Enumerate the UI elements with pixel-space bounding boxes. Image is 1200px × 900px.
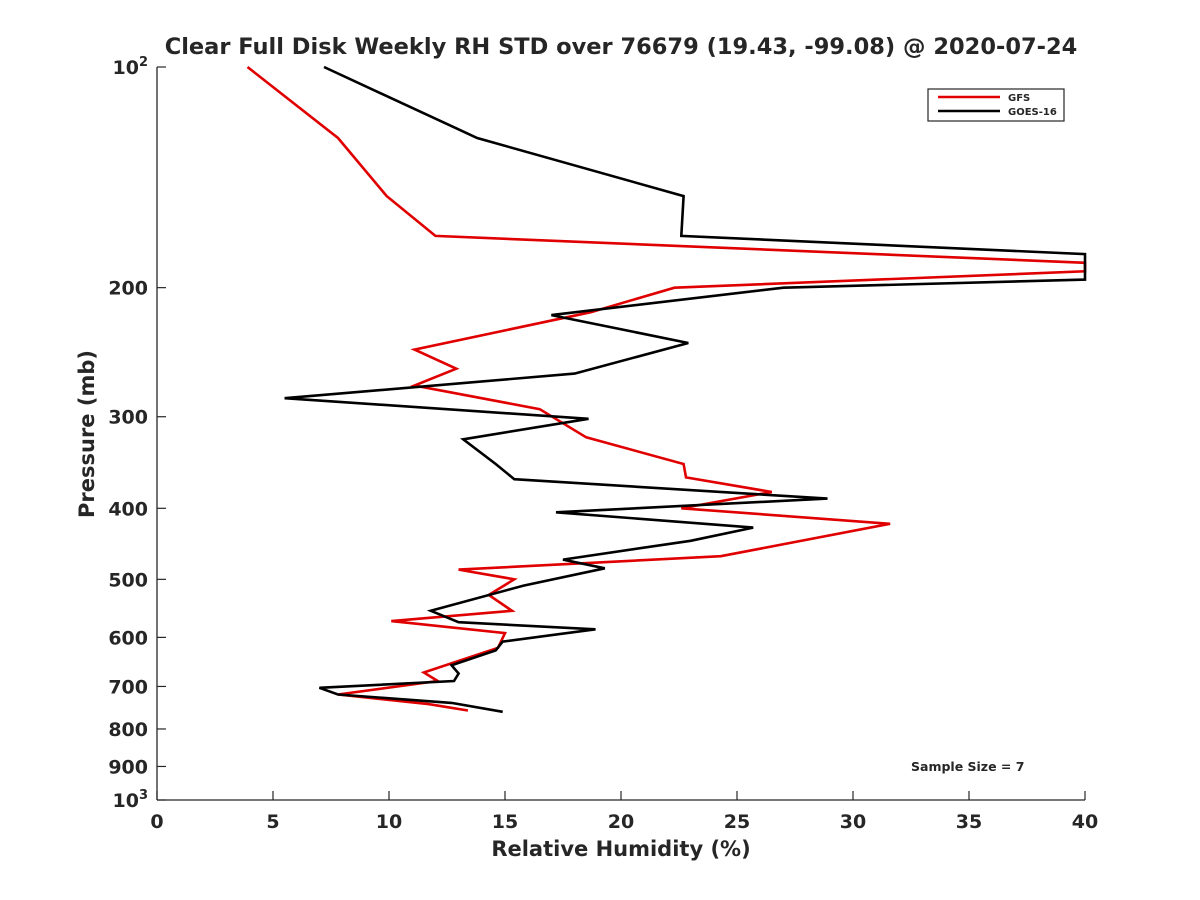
x-tick-label: 35 bbox=[956, 811, 982, 833]
x-tick-label: 0 bbox=[150, 811, 163, 833]
series-line-goes16 bbox=[284, 65, 1087, 714]
sample-size-annotation: Sample Size = 7 bbox=[911, 759, 1024, 774]
x-tick-label: 25 bbox=[724, 811, 750, 833]
plot-area bbox=[157, 67, 1085, 800]
legend: GFS GOES-16 bbox=[927, 88, 1065, 122]
legend-box bbox=[927, 88, 1065, 122]
y-axis-label: Pressure (mb) bbox=[75, 350, 99, 518]
chart-title: Clear Full Disk Weekly RH STD over 76679… bbox=[165, 34, 1078, 60]
y-tick-label: 900 bbox=[108, 756, 148, 778]
y-tick-label: 600 bbox=[108, 627, 148, 649]
y-tick-label: 200 bbox=[108, 278, 148, 300]
y-tick-label: 500 bbox=[108, 569, 148, 591]
x-tick-label: 15 bbox=[492, 811, 518, 833]
y-tick-label: 400 bbox=[108, 498, 148, 520]
x-axis-label: Relative Humidity (%) bbox=[491, 837, 750, 861]
y-tick-label: 103 bbox=[113, 788, 149, 812]
x-tick-label: 10 bbox=[376, 811, 402, 833]
y-tick-label: 700 bbox=[108, 676, 148, 698]
y-tick-label: 102 bbox=[113, 55, 149, 79]
x-tick-label: 30 bbox=[840, 811, 866, 833]
legend-label-goes16: GOES-16 bbox=[1008, 107, 1057, 118]
y-axis-ticks: 102 200 300 400 500 600 700 800 900 103 bbox=[108, 55, 166, 812]
x-tick-label: 20 bbox=[608, 811, 634, 833]
x-tick-label: 40 bbox=[1072, 811, 1098, 833]
legend-label-gfs: GFS bbox=[1008, 93, 1030, 104]
x-tick-label: 5 bbox=[266, 811, 279, 833]
series-lines bbox=[246, 65, 1087, 714]
y-tick-label: 800 bbox=[108, 719, 148, 741]
x-axis-ticks: 0 5 10 15 20 25 30 35 40 bbox=[150, 791, 1098, 833]
y-tick-label: 300 bbox=[108, 407, 148, 429]
